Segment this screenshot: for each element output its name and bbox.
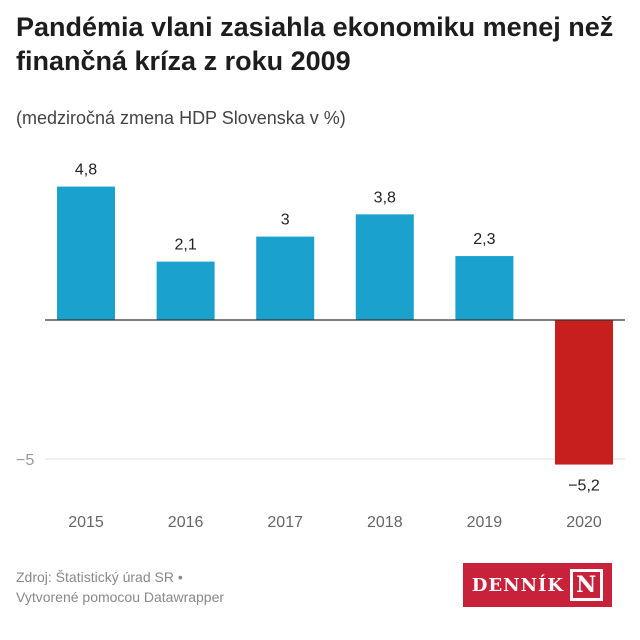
source-note: Zdroj: Štatistický úrad SR •: [16, 569, 183, 585]
footer: Zdroj: Štatistický úrad SR • Vytvorené p…: [16, 567, 224, 607]
bar-2016: [156, 261, 215, 320]
chart-subtitle: (medziročná zmena HDP Slovenska v %): [16, 108, 346, 128]
data-label: 2,1: [174, 237, 196, 254]
x-tick-label: 2015: [68, 514, 104, 531]
credit-note: Vytvorené pomocou Datawrapper: [16, 589, 225, 605]
logo-text: DENNÍK: [471, 574, 565, 596]
x-tick-label: 2018: [367, 514, 403, 531]
chart-title: Pandémia vlani zasiahla ekonomiku menej …: [16, 12, 614, 76]
x-tick-label: 2020: [566, 514, 602, 531]
x-tick-label: 2017: [267, 514, 303, 531]
bar-2015: [57, 186, 115, 320]
data-label: 3,8: [374, 189, 396, 206]
x-tick-label: 2016: [168, 514, 204, 531]
bar-2019: [455, 256, 514, 320]
data-label: 3: [281, 212, 290, 229]
data-label: 4,8: [75, 162, 97, 179]
logo-mark: N: [570, 569, 604, 601]
y-tick-label: −5: [16, 452, 34, 469]
x-tick-label: 2019: [467, 514, 503, 531]
bar-2017: [256, 236, 315, 320]
dennik-n-logo: DENNÍK N: [463, 563, 612, 607]
data-label: 2,3: [473, 231, 495, 248]
bar-2020: [555, 320, 613, 465]
bar-2018: [355, 214, 414, 320]
data-label: −5,2: [568, 478, 600, 495]
